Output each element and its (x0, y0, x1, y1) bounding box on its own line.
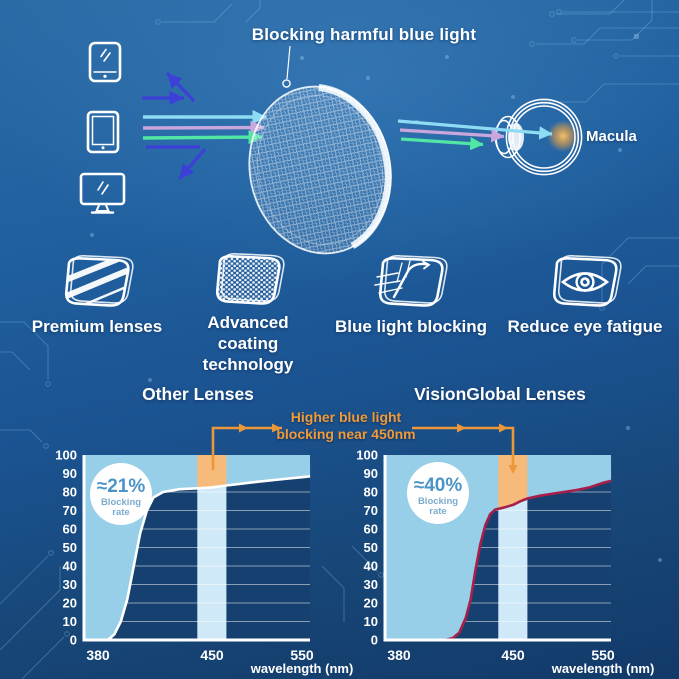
chart-title-visionglobal-lenses: VisionGlobal Lenses (414, 384, 586, 404)
annotation-line2: blocking near 450nm (276, 425, 416, 442)
x-tick-label: 450 (501, 647, 525, 663)
feature-reduce-eye-fatigue: Reduce eye fatigue (496, 253, 674, 357)
macula-label: Macula (586, 128, 637, 145)
feature-advanced-coating: Advanced coating technology (178, 253, 318, 374)
feature-label: Advanced coating technology (202, 313, 294, 374)
x-tick-label: 550 (290, 647, 314, 663)
y-tick-label: 50 (63, 540, 77, 555)
x-tick-label: 450 (200, 647, 224, 663)
title-leader-line (282, 45, 291, 88)
smartphone-icon (88, 41, 122, 83)
y-tick-label: 50 (364, 540, 378, 555)
blocking-rate-badge (90, 463, 152, 525)
y-tick-label: 90 (63, 466, 77, 481)
y-tick-label: 0 (371, 633, 378, 648)
y-tick-label: 100 (356, 448, 378, 463)
feature-label: Premium lenses (31, 317, 163, 336)
badge-label: rate (429, 506, 446, 517)
annotation-line1: Higher blue light (290, 409, 402, 425)
y-tick-label: 0 (70, 633, 77, 648)
y-tick-label: 80 (364, 485, 378, 500)
y-tick-label: 20 (364, 596, 378, 611)
chart-title-other-lenses: Other Lenses (142, 384, 254, 404)
annotation-higher-blocking: Higher blue light blocking near 450nm (268, 409, 424, 442)
monitor-icon (79, 172, 126, 214)
feature-label: Blue light blocking (334, 317, 488, 336)
y-tick-label: 80 (63, 485, 77, 500)
feature-blue-light-blocking: Blue light blocking (330, 253, 492, 357)
eye-lens-icon (546, 253, 624, 313)
eye-diagram (494, 98, 583, 176)
badge-label: Blocking (101, 497, 141, 508)
highlight-450-band (197, 455, 227, 489)
feature-premium-lenses: Premium lenses (18, 253, 176, 357)
y-tick-label: 10 (63, 614, 77, 629)
blocking-rate-badge (407, 462, 469, 524)
coated-lens-icon (209, 253, 287, 309)
badge-value: ≈40% (414, 475, 463, 496)
chart-other-lenses: ≈21% Blocking rate 0 10 20 30 40 50 60 70 80 90 100 38… (50, 447, 370, 679)
badge-value: ≈21% (97, 476, 146, 497)
x-tick-label: 380 (86, 647, 110, 663)
y-tick-label: 70 (63, 503, 77, 518)
macula-glow (547, 120, 579, 152)
y-tick-label: 60 (63, 522, 77, 537)
axes (383, 455, 611, 642)
axes (82, 455, 310, 642)
y-tick-label: 30 (364, 577, 378, 592)
focused-light-rays (397, 119, 553, 151)
badge-label: Blocking (418, 496, 458, 507)
y-tick-label: 90 (364, 466, 378, 481)
striped-lens-icon (58, 253, 136, 313)
eye-lens (508, 123, 524, 151)
x-axis-label: wavelength (nm) (250, 661, 354, 676)
y-tick-label: 100 (55, 448, 77, 463)
reflected-blue-light-arrows (142, 71, 207, 181)
y-tick-label: 10 (364, 614, 378, 629)
highlight-450-band (498, 455, 528, 509)
badge-label: rate (112, 507, 129, 518)
y-tick-label: 20 (63, 596, 77, 611)
blocking-curve (399, 479, 612, 642)
x-tick-label: 380 (387, 647, 411, 663)
y-tick-label: 30 (63, 577, 77, 592)
x-tick-label: 550 (591, 647, 615, 663)
y-tick-label: 40 (364, 559, 378, 574)
hero-title: Blocking harmful blue light (251, 25, 477, 44)
feature-label: Reduce eye fatigue (507, 317, 663, 336)
blue-light-lens (248, 83, 392, 255)
y-tick-label: 60 (364, 522, 378, 537)
tablet-icon (86, 110, 120, 154)
incoming-light-rays (142, 109, 267, 145)
blue-light-reflect-icon (372, 253, 450, 313)
x-axis-label: wavelength (nm) (551, 661, 655, 676)
chart-visionglobal-lenses: ≈40% Blocking rate 0 10 20 30 40 50 60 70 80 90 100 38… (351, 447, 671, 679)
y-tick-label: 70 (364, 503, 378, 518)
blocking-curve (98, 475, 311, 642)
y-tick-label: 40 (63, 559, 77, 574)
